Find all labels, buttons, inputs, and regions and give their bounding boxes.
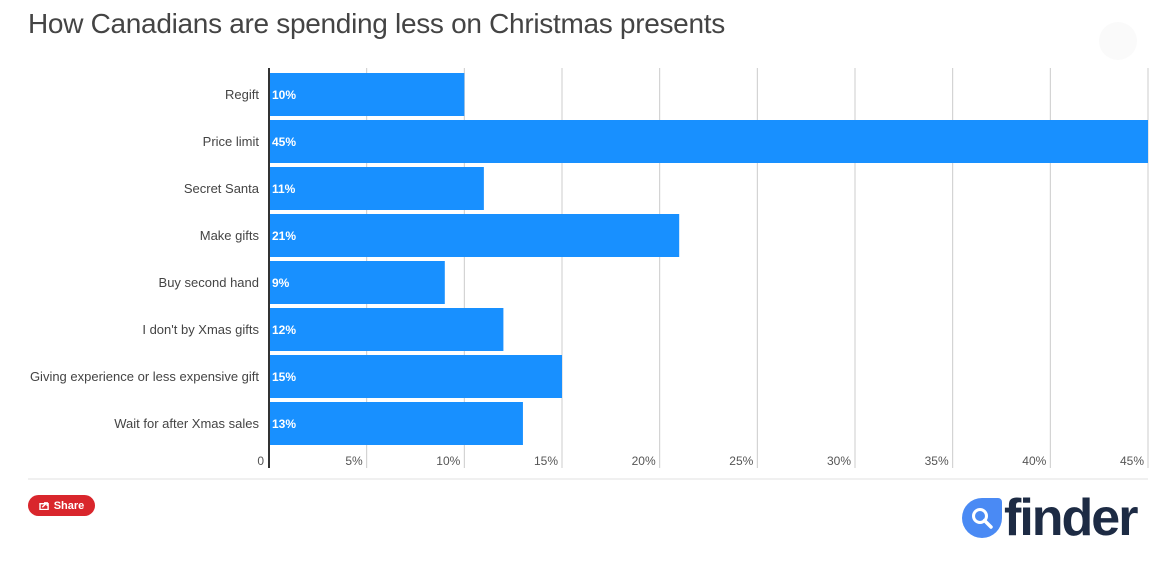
- bar: [269, 261, 445, 304]
- data-label: 45%: [272, 135, 296, 149]
- share-label: Share: [53, 499, 85, 512]
- finder-logo-mark: [962, 498, 1002, 538]
- category-label: Wait for after Xmas sales: [114, 416, 259, 431]
- x-tick-label: 35%: [925, 454, 949, 468]
- x-tick-label: 40%: [1022, 454, 1046, 468]
- category-label: Secret Santa: [184, 181, 260, 196]
- data-label: 10%: [272, 88, 296, 102]
- data-label: 15%: [272, 370, 296, 384]
- category-label: Price limit: [203, 134, 260, 149]
- x-tick-label: 0: [257, 454, 264, 468]
- category-label: Buy second hand: [159, 275, 259, 290]
- value-labels: 10% 45% 11% 21% 9% 12% 15% 13%: [272, 88, 296, 431]
- share-icon: [38, 502, 49, 510]
- data-label: 9%: [272, 276, 290, 290]
- x-tick-label: 10%: [436, 454, 460, 468]
- data-label: 11%: [272, 182, 296, 196]
- bar: [269, 402, 523, 445]
- bar: [269, 355, 562, 398]
- category-label: Make gifts: [200, 228, 260, 243]
- finder-logo-text: finder: [1004, 489, 1138, 547]
- search-icon: [972, 508, 993, 529]
- bar: [269, 167, 484, 210]
- x-tick-label: 30%: [827, 454, 851, 468]
- category-label: Giving experience or less expensive gift: [30, 369, 259, 384]
- category-label: Regift: [225, 87, 259, 102]
- chart-title: How Canadians are spending less on Chris…: [28, 8, 725, 39]
- data-label: 13%: [272, 417, 296, 431]
- x-tick-label: 25%: [729, 454, 753, 468]
- x-tick-label: 15%: [534, 454, 558, 468]
- category-labels: Regift Price limit Secret Santa Make gifts B…: [30, 87, 260, 431]
- x-tick-label: 45%: [1120, 454, 1144, 468]
- data-label: 21%: [272, 229, 296, 243]
- category-label: I don't by Xmas gifts: [142, 322, 259, 337]
- finder-logo[interactable]: finder: [962, 489, 1138, 547]
- bar: [269, 214, 680, 257]
- bar: [269, 73, 465, 116]
- x-tick-labels: 0 5% 10% 15% 20% 25% 30% 35% 40% 45%: [257, 454, 1144, 468]
- bar: [269, 308, 504, 351]
- share-button[interactable]: Share: [28, 495, 95, 516]
- x-tick-label: 5%: [345, 454, 363, 468]
- data-label: 12%: [272, 323, 296, 337]
- bars: [269, 73, 1148, 445]
- menu-icon[interactable]: [1099, 22, 1137, 60]
- bar: [269, 120, 1148, 163]
- x-tick-label: 20%: [632, 454, 656, 468]
